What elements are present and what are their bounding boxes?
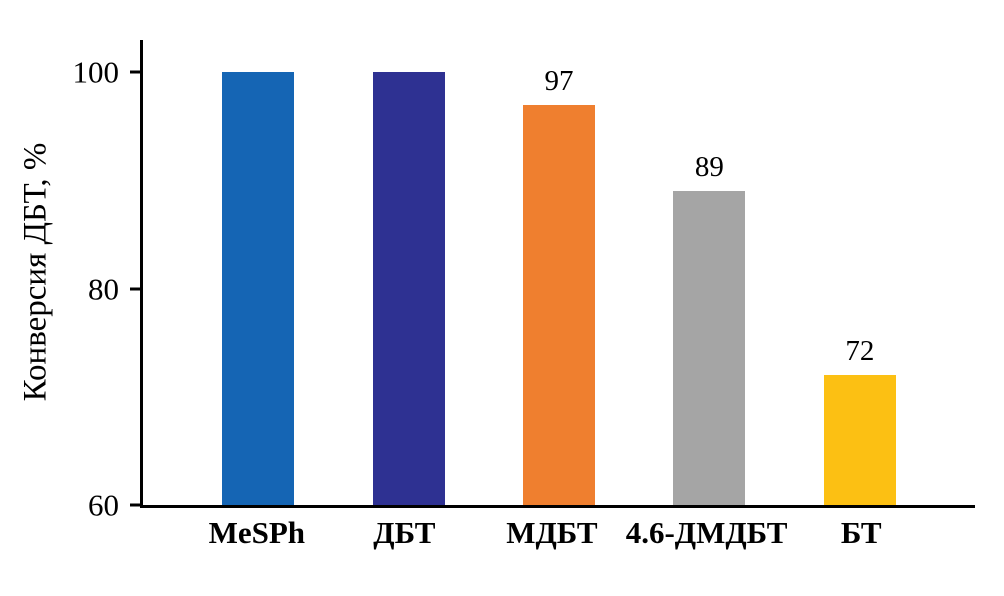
plot-area: 60 80 100 97 89 72 MeSPh ДБТ МДБТ 4.6-ДМДБТ БТ [73, 40, 975, 550]
x-tick-label: MeSPh [208, 515, 305, 550]
y-axis-title: Конверсия ДБТ, % [17, 142, 54, 402]
bar [823, 375, 896, 505]
bar-value-label: 72 [845, 335, 875, 368]
x-axis-labels: MeSPh ДБТ МДБТ 4.6-ДМДБТ БТ [143, 515, 975, 551]
bar-value-label: 89 [694, 151, 724, 184]
bars-layer: 97 89 72 [143, 40, 975, 505]
y-tick-mark [130, 70, 143, 74]
bar-group: 97 [484, 40, 634, 505]
y-tick-label: 60 [88, 487, 119, 523]
bar-group: 72 [785, 40, 935, 505]
y-tick-label: 80 [88, 271, 119, 307]
y-tick-label: 100 [72, 54, 120, 90]
y-tick-mark [130, 287, 143, 291]
x-tick-label: БТ [840, 515, 882, 550]
bar [222, 72, 295, 505]
bar [523, 104, 596, 505]
bar [673, 191, 746, 505]
y-tick-mark [130, 503, 143, 507]
x-tick-label: ДБТ [373, 515, 436, 550]
x-tick-label: МДБТ [506, 515, 598, 550]
bar-value-label: 97 [544, 64, 574, 97]
x-tick-label: 4.6-ДМДБТ [625, 515, 788, 550]
bar-group: 89 [634, 40, 784, 505]
bar [372, 72, 445, 505]
bar-group [183, 40, 333, 505]
bar-group [333, 40, 483, 505]
